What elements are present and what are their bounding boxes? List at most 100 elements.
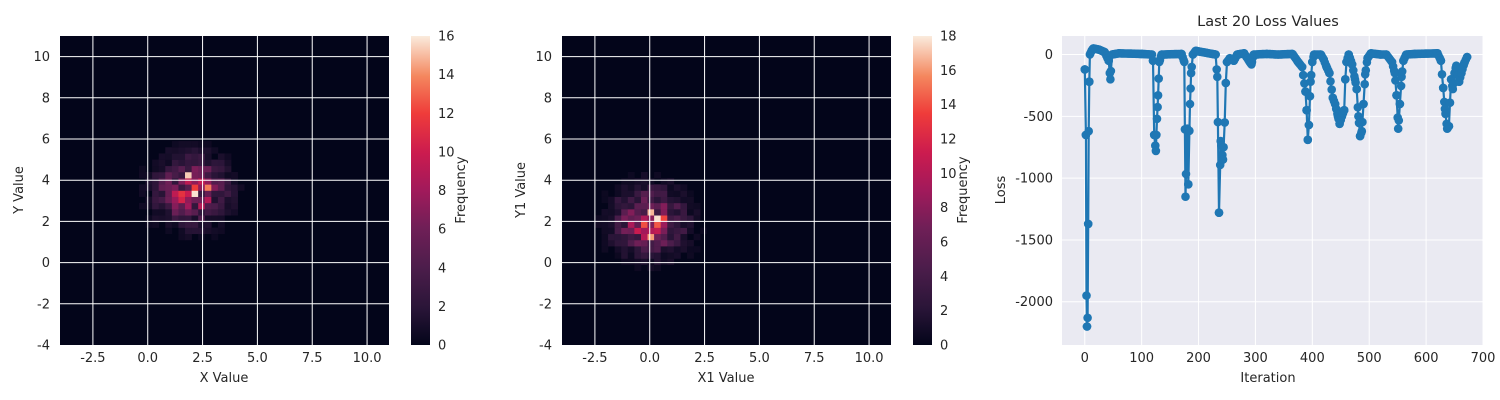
loss-point: [1394, 116, 1404, 125]
x-tick-labels: 0 100 200 300 400 500 600 700: [1081, 351, 1496, 366]
heatmap-cell: [621, 227, 629, 235]
heatmap-cell: [654, 252, 661, 259]
heatmap-cell: [621, 190, 629, 197]
heatmap-cell: [667, 246, 675, 253]
heatmap-cell: [627, 178, 635, 185]
heatmap-cell: [138, 171, 146, 179]
heatmap-cell: [634, 233, 642, 241]
heatmap-cell: [191, 196, 199, 204]
loss-point: [1106, 66, 1116, 76]
heatmap-cell: [165, 165, 173, 173]
heatmap-cell: [158, 202, 166, 210]
loss-point: [1181, 192, 1190, 201]
loss-point: [1083, 219, 1093, 229]
loss-point: [1152, 114, 1162, 124]
heatmap-cell: [224, 209, 232, 216]
heatmap-cell: [185, 159, 192, 167]
y-tick-label: -4: [37, 339, 50, 354]
loss-point: [1084, 126, 1093, 136]
loss-point: [1351, 78, 1360, 87]
heatmap-cell: [211, 147, 219, 154]
loss-point: [1085, 77, 1094, 86]
loss-point: [1185, 99, 1195, 109]
heatmap-cell: [640, 196, 648, 204]
heatmap-cell: [198, 153, 206, 160]
heatmap-cell: [145, 215, 153, 222]
heatmap-cell: [621, 209, 629, 216]
heatmap-cell: [627, 196, 635, 204]
heatmap-cell: [165, 153, 173, 160]
heatmap-cell: [660, 178, 668, 185]
heatmap-cell: [204, 171, 212, 179]
loss-point: [1154, 74, 1163, 83]
loss-point: [1213, 72, 1222, 82]
loss-point: [1186, 68, 1196, 78]
x-tick-label: -2.5: [80, 351, 105, 366]
heatmap-cell: [152, 184, 159, 191]
heatmap-cell: [627, 258, 635, 265]
heatmap-cell: [198, 215, 206, 222]
heatmap-cell: [627, 202, 635, 210]
y-tick-label: 2: [544, 215, 552, 230]
loss-point: [1306, 77, 1315, 86]
heatmap-cell: [673, 215, 681, 222]
loss-line-chart: 0 100 200 300 400 500 600 700 0 -500 -1000 -1500 -2…: [994, 14, 1495, 386]
heatmap-cell: [634, 239, 642, 247]
heatmap-cells: [594, 171, 708, 272]
heatmap-cell: [204, 221, 212, 228]
heatmap-cell: [601, 209, 609, 216]
heatmap-cell: [621, 221, 629, 228]
x-tick-label: 2.5: [694, 351, 715, 366]
loss-series: [1080, 44, 1472, 331]
heatmap-cell: [693, 233, 701, 241]
loss-point: [1445, 98, 1455, 107]
heatmap-cell: [171, 209, 179, 216]
heatmap-cell: [204, 190, 212, 197]
heatmap-cell: [211, 202, 219, 210]
heatmap-cell: [231, 190, 238, 197]
heatmap-cell: [185, 202, 192, 210]
heatmap-cell: [673, 202, 681, 210]
heatmap-cell: [158, 209, 166, 216]
loss-point: [1153, 102, 1162, 112]
heatmap-cell: [660, 239, 668, 247]
heatmap-cell: [667, 178, 675, 185]
heatmap-cell: [145, 196, 153, 204]
y-tick-label: -2000: [1015, 295, 1053, 310]
loss-point: [1298, 70, 1308, 80]
heatmap-cell: [673, 196, 681, 204]
x-tick-label: 7.5: [804, 351, 825, 366]
heatmap-cell: [627, 252, 635, 259]
heatmap-cell: [185, 209, 192, 216]
heatmap-cell: [687, 239, 694, 247]
heatmap-cell: [204, 147, 212, 154]
heatmap-cell: [667, 184, 675, 191]
heatmap-cell: [627, 233, 635, 241]
heatmap-cell: [224, 178, 232, 185]
loss-point: [1462, 52, 1472, 62]
loss-point: [1083, 313, 1092, 323]
heatmap-cell: [667, 190, 675, 197]
heatmap-cell: [627, 209, 635, 216]
heatmap-cell: [667, 202, 675, 210]
heatmap-cell: [165, 171, 173, 179]
heatmap-cell: [647, 184, 655, 191]
colorbar-tick-label: 6: [940, 236, 948, 251]
heatmap-cell: [152, 171, 159, 179]
heatmap-cell: [673, 233, 681, 241]
heatmap-cell: [191, 202, 199, 210]
heatmap-cell: [165, 147, 173, 154]
heatmap-cell: [185, 171, 192, 179]
x-tick-label: 200: [1186, 351, 1211, 366]
heatmap-cell: [204, 141, 212, 148]
heatmap-cell: [654, 258, 661, 265]
heatmap-cell: [647, 215, 655, 222]
colorbar-tick-label: 4: [940, 270, 948, 285]
heatmap-cell: [680, 221, 688, 228]
loss-point: [1397, 67, 1407, 76]
heatmap-cell: [237, 184, 245, 191]
heatmap-cell: [158, 190, 166, 197]
colorbar-label: Frequency: [454, 156, 469, 223]
heatmap-cell: [171, 215, 179, 222]
heatmap-cell: [185, 153, 192, 160]
